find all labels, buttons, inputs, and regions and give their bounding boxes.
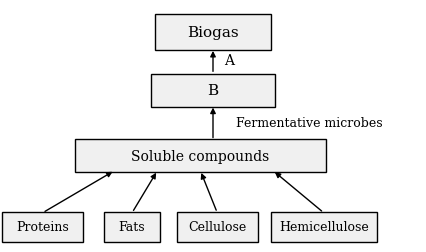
Text: Biogas: Biogas	[187, 26, 239, 40]
FancyBboxPatch shape	[271, 212, 377, 242]
Text: Soluble compounds: Soluble compounds	[131, 149, 269, 163]
Text: Hemicellulose: Hemicellulose	[279, 220, 368, 233]
FancyBboxPatch shape	[2, 212, 83, 242]
Text: Fats: Fats	[119, 220, 145, 233]
FancyBboxPatch shape	[104, 212, 160, 242]
FancyBboxPatch shape	[155, 15, 271, 50]
Text: Proteins: Proteins	[16, 220, 69, 233]
FancyBboxPatch shape	[151, 74, 275, 107]
FancyBboxPatch shape	[75, 140, 326, 173]
FancyBboxPatch shape	[177, 212, 258, 242]
Text: Cellulose: Cellulose	[188, 220, 246, 233]
Text: A: A	[224, 54, 233, 68]
Text: Fermentative microbes: Fermentative microbes	[236, 116, 383, 130]
Text: B: B	[207, 84, 219, 98]
